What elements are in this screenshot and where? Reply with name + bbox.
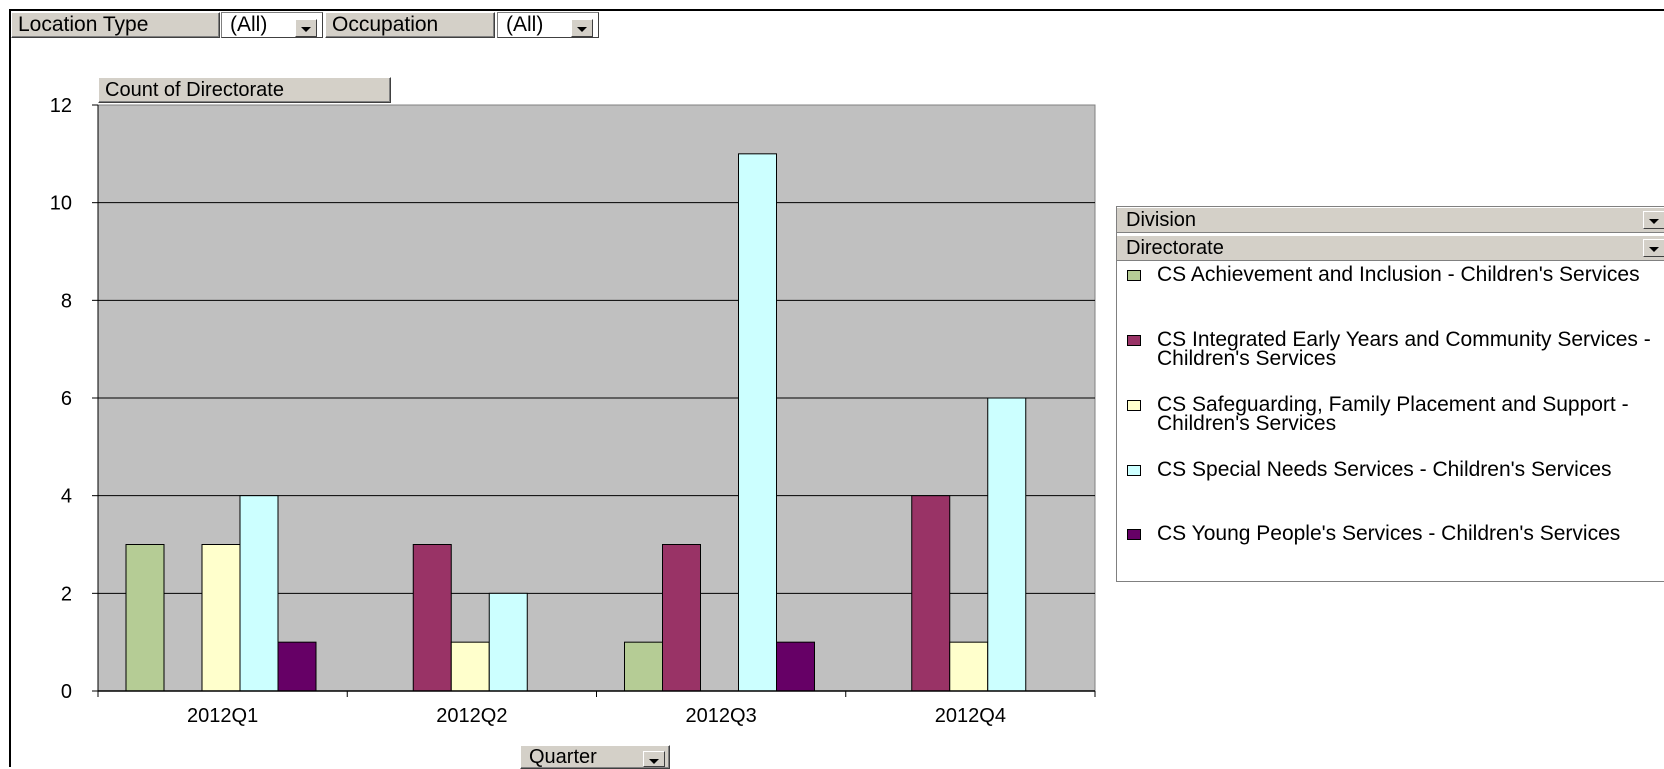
legend-label: CS Safeguarding, Family Placement and Su… <box>1157 393 1629 435</box>
y-tick-label: 6 <box>61 388 72 410</box>
sheet-border-left <box>9 9 11 767</box>
x-tick-label: 2012Q4 <box>935 705 1006 727</box>
chevron-down-icon[interactable] <box>1643 211 1664 229</box>
bar <box>488 592 528 692</box>
y-tick-label: 0 <box>61 681 72 703</box>
y-tick-label: 12 <box>50 95 72 117</box>
bar <box>738 153 777 692</box>
bar <box>624 641 663 692</box>
division-label: Division <box>1126 209 1197 231</box>
chevron-down-icon[interactable] <box>643 751 665 767</box>
bar <box>662 544 701 692</box>
quarter-label: Quarter <box>529 746 597 768</box>
bar <box>239 495 279 692</box>
location-type-filter-dropdown[interactable]: (All) <box>221 12 323 38</box>
directorate-label: Directorate <box>1126 237 1224 259</box>
occupation-value: (All) <box>506 13 544 36</box>
legend-swatch <box>1127 270 1141 281</box>
bar <box>987 397 1027 692</box>
x-tick-label: 2012Q3 <box>686 705 757 727</box>
legend-label: CS Special Needs Services - Children's S… <box>1157 458 1612 481</box>
legend-swatch <box>1127 465 1141 476</box>
bar <box>412 544 452 692</box>
bar <box>911 495 951 692</box>
bar <box>450 641 490 692</box>
y-tick-label: 4 <box>61 486 72 508</box>
legend-swatch <box>1127 400 1141 411</box>
quarter-field-button[interactable]: Quarter <box>520 745 670 769</box>
bar <box>125 544 165 692</box>
chevron-down-icon[interactable] <box>1643 239 1664 257</box>
count-of-directorate-label: Count of Directorate <box>105 79 284 101</box>
occupation-filter-dropdown[interactable]: (All) <box>497 12 599 38</box>
chevron-down-icon[interactable] <box>295 19 317 37</box>
bar <box>776 641 815 692</box>
bar <box>201 544 241 692</box>
y-tick-label: 2 <box>61 583 72 605</box>
count-of-directorate-field-button[interactable]: Count of Directorate <box>98 77 391 103</box>
chart-legend: Division Directorate CS Achievement and … <box>1116 206 1664 582</box>
bars <box>125 153 1027 692</box>
x-tick-label: 2012Q1 <box>187 705 258 727</box>
legend-swatch <box>1127 529 1141 540</box>
legend-label: CS Achievement and Inclusion - Children'… <box>1157 263 1640 286</box>
legend-label: CS Young People's Services - Children's … <box>1157 522 1621 545</box>
y-tick-label: 10 <box>50 193 72 215</box>
location-type-field-button[interactable]: Location Type <box>11 12 220 38</box>
x-tick-label: 2012Q2 <box>436 705 507 727</box>
directorate-field-button[interactable]: Directorate <box>1117 235 1664 261</box>
occupation-field-button[interactable]: Occupation <box>325 12 495 38</box>
y-tick-label: 8 <box>61 290 72 312</box>
bar <box>277 641 317 692</box>
bar <box>949 641 989 692</box>
legend-swatch <box>1127 335 1141 346</box>
chevron-down-icon[interactable] <box>571 19 593 37</box>
location-type-label: Location Type <box>18 13 149 36</box>
axes: 0 2 4 6 8 10 12 2012Q1 2012Q2 2012Q3 2012Q4 <box>50 95 1096 727</box>
legend-label: CS Integrated Early Years and Community … <box>1157 328 1651 370</box>
division-field-button[interactable]: Division <box>1117 207 1664 233</box>
sheet-border-top <box>9 9 1664 11</box>
occupation-label: Occupation <box>332 13 439 36</box>
location-type-value: (All) <box>230 13 268 36</box>
